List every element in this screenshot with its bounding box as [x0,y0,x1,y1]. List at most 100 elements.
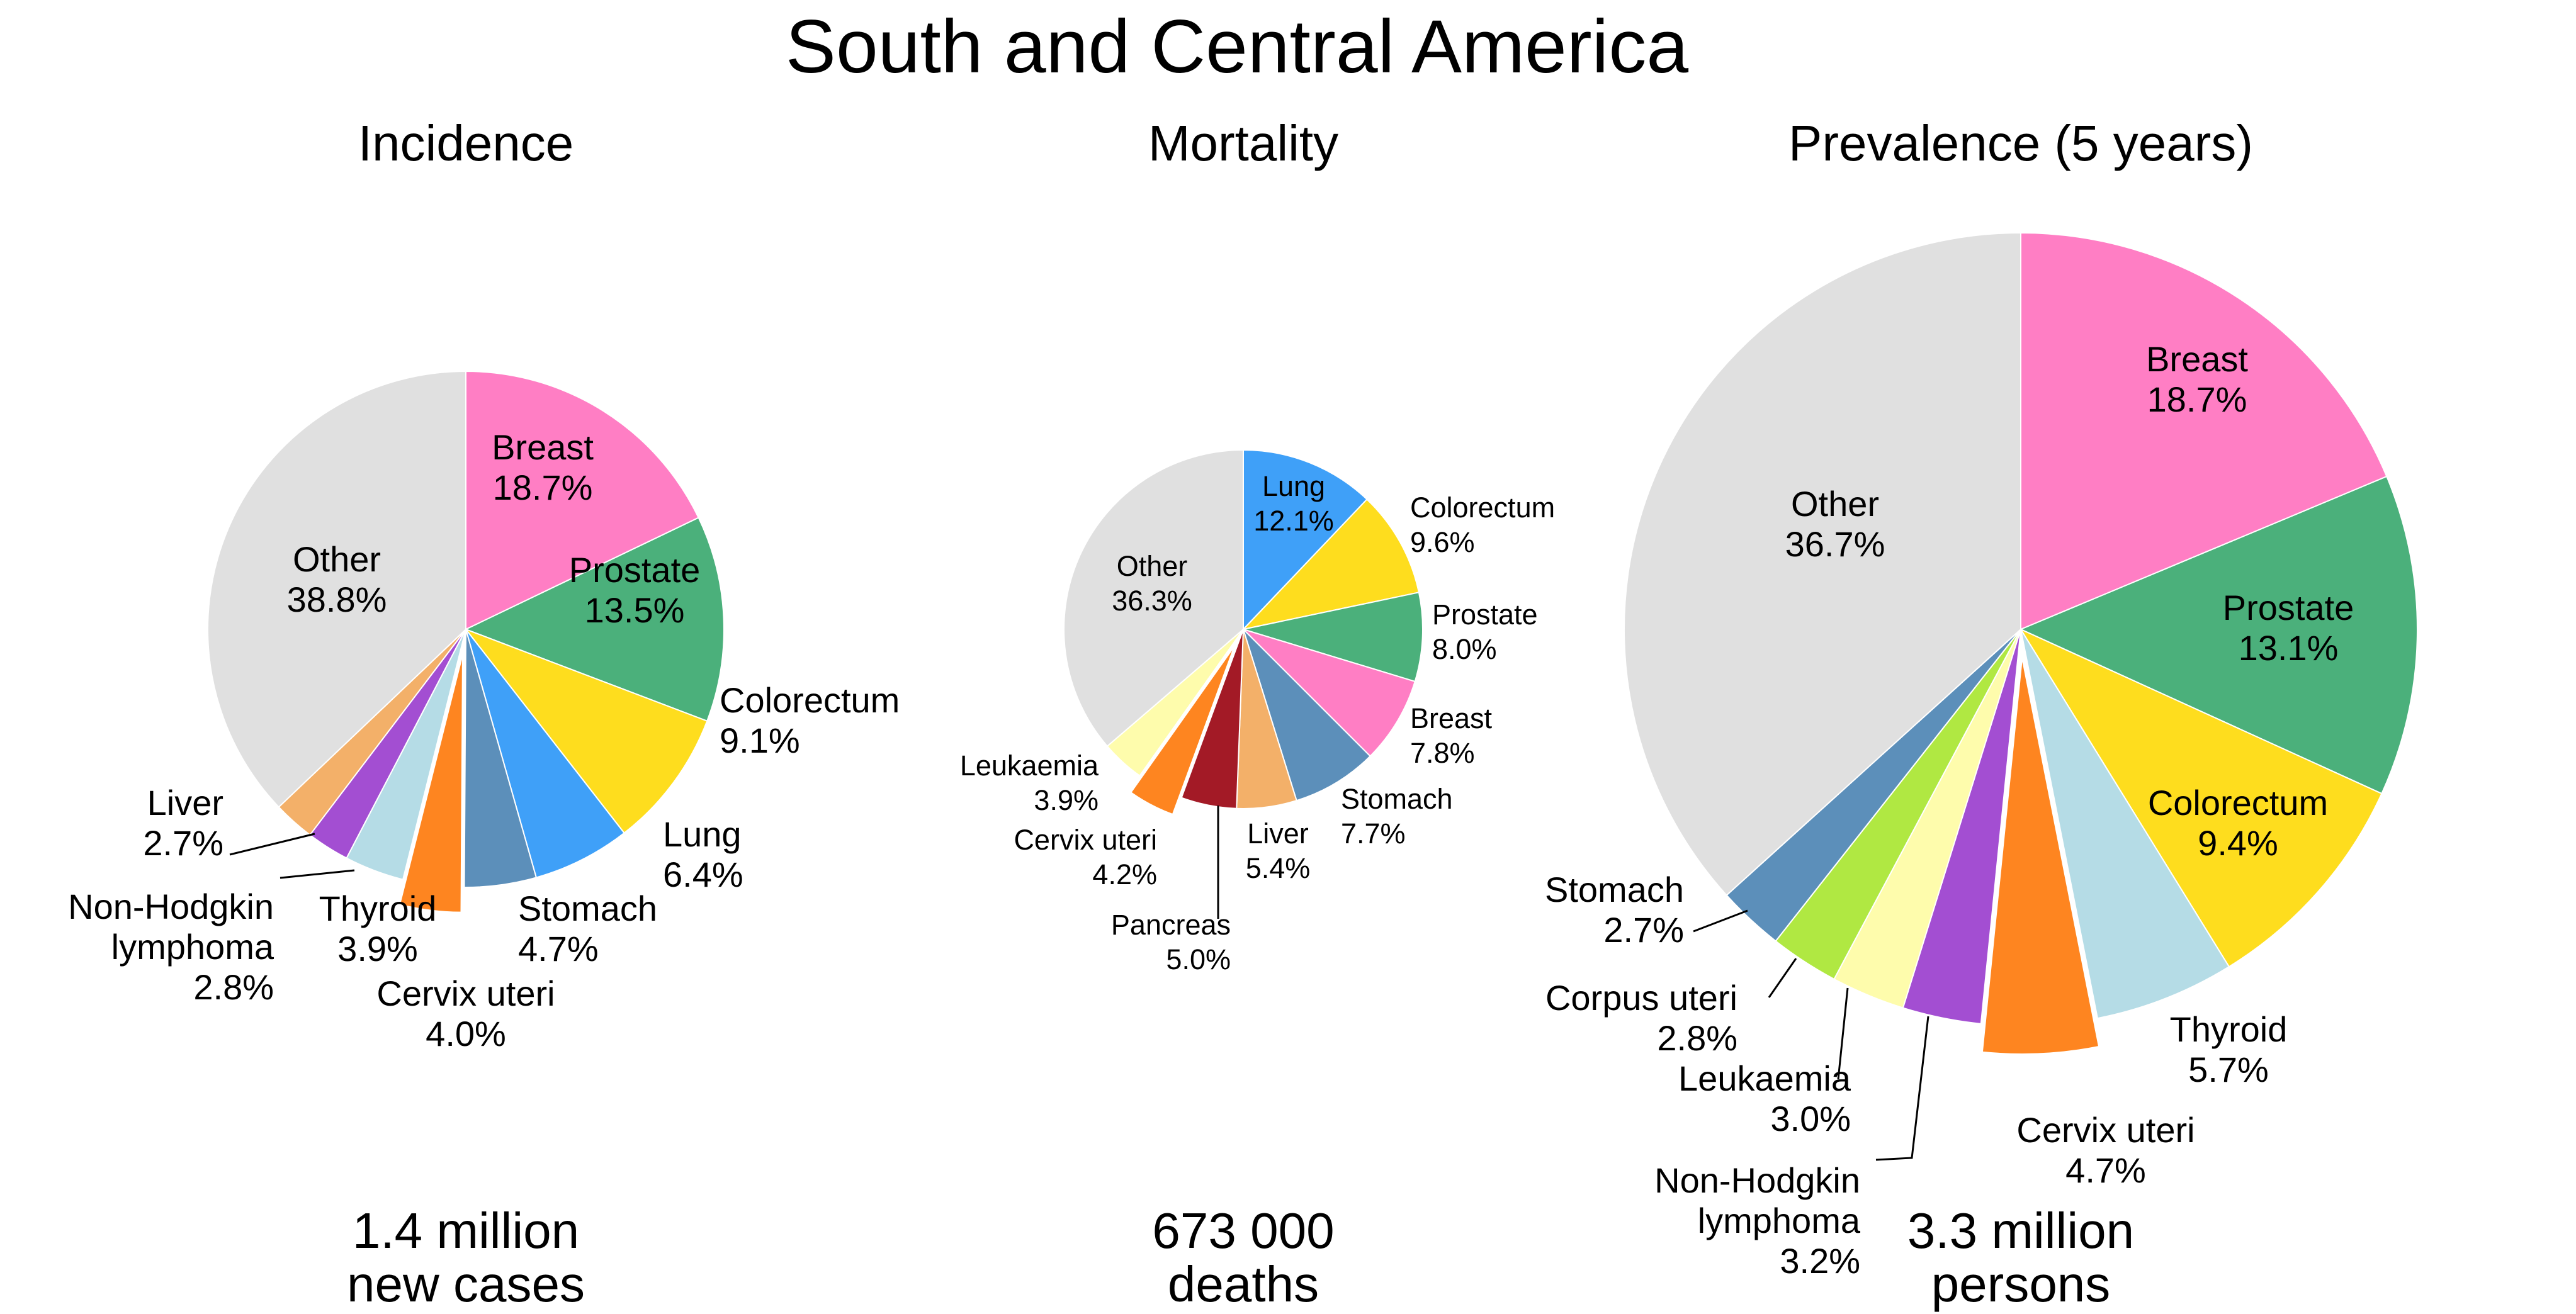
prevalence-title: Prevalence (5 years) [1788,115,2253,171]
prevalence-label-colorectum: Colorectum 9.4% [2148,783,2328,863]
prevalence-value-corpus-uteri: 2.8% [1657,1018,1737,1058]
prevalence-total-unit: persons [1931,1256,2111,1312]
mortality-value-liver: 5.4% [1246,852,1311,884]
incidence-label-colorectum: Colorectum 9.1% [720,680,900,760]
incidence-label-thyroid: Thyroid 3.9% [319,889,437,969]
mortality-value-pancreas: 5.0% [1166,943,1231,975]
incidence-slice-prostate [464,517,725,722]
incidence-label-prostate: Prostate 13.5% [569,550,701,630]
mortality-slice-lung [1243,449,1368,631]
mortality-label-prostate: Prostate 8.0% [1432,598,1538,665]
incidence-value-colorectum: 9.1% [720,721,800,760]
incidence-slice-breast [465,370,699,631]
prevalence-label-leukaemia: Leukaemia 3.0% [1678,1058,1851,1138]
mortality-value-leukaemia: 3.9% [1034,784,1099,816]
prevalence-value-breast: 18.7% [2147,379,2247,419]
incidence-value-lung: 6.4% [663,855,743,894]
incidence-label-non-hodgkin-lymphoma: Non-Hodgkin lymphoma 2.8% [68,887,274,1007]
prevalence-label-breast: Breast 18.7% [2146,339,2248,419]
mortality-title: Mortality [1148,115,1338,171]
mortality-slice-other [1063,449,1244,748]
prevalence-label-stomach: Stomach 2.7% [1545,870,1684,950]
mortality-value-breast: 7.8% [1410,737,1475,769]
prevalence-leader-stomach [1693,909,1748,933]
incidence-slice-colorectum [464,627,708,834]
incidence-value-non-hodgkin-lymphoma: 2.8% [193,967,274,1007]
mortality-pie: Lung 12.1% Colorectum 9.6% Prostate 8.0% Breas… [960,449,1555,975]
mortality-label-cervix-uteri: Cervix uteri 4.2% [1014,824,1157,890]
incidence-label-breast: Breast 18.7% [492,427,594,507]
prevalence-value-thyroid: 5.7% [2188,1050,2269,1089]
prevalence-label-other: Other 36.7% [1785,484,1885,564]
mortality-label-lung: Lung 12.1% [1253,470,1334,537]
prevalence-label-non-hodgkin-lymphoma: Non-Hodgkin lymphoma 3.2% [1654,1160,1861,1281]
prevalence-value-non-hodgkin-lymphoma: 3.2% [1780,1241,1860,1281]
prevalence-panel: Prevalence (5 years) Breast 18.7% Prostate… [1545,115,2419,1312]
prevalence-total-value: 3.3 million [1907,1203,2134,1259]
incidence-slice-cervix-uteri [398,654,463,913]
prevalence-value-leukaemia: 3.0% [1770,1099,1851,1138]
mortality-label-breast: Breast 7.8% [1410,702,1493,769]
mortality-slice-prostate [1243,592,1423,683]
prevalence-value-prostate: 13.1% [2239,628,2339,668]
incidence-slice-stomach [463,629,538,888]
mortality-value-cervix-uteri: 4.2% [1092,858,1157,890]
prevalence-label-thyroid: Thyroid 5.7% [2170,1009,2288,1089]
prevalence-slice-thyroid [2020,629,2230,1019]
incidence-label-cervix-uteri: Cervix uteri 4.0% [376,974,555,1053]
incidence-leader-non-hodgkin-lymphoma [280,869,355,879]
mortality-value-stomach: 7.7% [1341,817,1406,850]
incidence-label-liver: Liver 2.7% [143,783,223,863]
mortality-value-lung: 12.1% [1253,505,1334,537]
prevalence-leader-leukaemia [1837,987,1849,1080]
mortality-panel: Mortality Lung 12.1% Colorectum 9.6% Prostat… [960,115,1555,1312]
mortality-label-stomach: Stomach 7.7% [1341,783,1453,850]
prevalence-label-prostate: Prostate 13.1% [2223,588,2354,668]
main-title: South and Central America [786,4,1688,89]
incidence-panel: Incidence Breast 18.7% Prostate 13.5%Colore… [68,115,900,1312]
incidence-total-value: 1.4 million [353,1203,579,1259]
prevalence-value-colorectum: 9.4% [2198,823,2278,863]
mortality-slice-cervix-uteri [1130,645,1235,816]
mortality-total-unit: deaths [1168,1256,1319,1312]
prevalence-leader-non-hodgkin-lymphoma [1875,1016,1929,1161]
mortality-value-other: 36.3% [1112,585,1192,617]
incidence-slice-lung [465,629,626,879]
incidence-label-other: Other 38.8% [287,539,387,619]
mortality-slice-colorectum [1241,498,1420,631]
mortality-label-liver: Liver 5.4% [1246,817,1311,884]
incidence-value-cervix-uteri: 4.0% [426,1014,506,1053]
incidence-label-lung: Lung 6.4% [663,814,743,894]
mortality-slice-stomach [1243,629,1371,802]
prevalence-value-cervix-uteri: 4.7% [2065,1150,2146,1190]
incidence-slice-other [207,370,466,808]
prevalence-slice-breast [2020,232,2388,631]
incidence-value-thyroid: 3.9% [337,929,418,969]
mortality-label-colorectum: Colorectum 9.6% [1410,491,1555,558]
incidence-total-unit: new cases [347,1256,585,1312]
mortality-value-prostate: 8.0% [1432,633,1497,665]
prevalence-label-corpus-uteri: Corpus uteri 2.8% [1545,978,1737,1058]
mortality-value-colorectum: 9.6% [1410,526,1475,558]
incidence-value-stomach: 4.7% [518,929,599,969]
incidence-value-prostate: 13.5% [585,590,685,630]
mortality-slice-breast [1243,629,1416,757]
prevalence-slice-prostate [2019,475,2419,795]
incidence-leader-liver [229,833,315,856]
incidence-value-breast: 18.7% [493,468,593,507]
mortality-slice-pancreas [1180,629,1244,809]
mortality-total-value: 673 000 [1152,1203,1334,1259]
prevalence-leader-corpus-uteri [1768,958,1797,998]
mortality-label-leukaemia: Leukaemia 3.9% [960,750,1099,816]
prevalence-slice-colorectum [2019,627,2383,968]
prevalence-pie: Breast 18.7% Prostate 13.1% Colorectum 9.4% Th… [1545,232,2419,1281]
incidence-pie: Breast 18.7% Prostate 13.5%Colorectum 9.1% Lu… [68,370,900,1053]
prevalence-slice-cervix-uteri [1981,657,2100,1055]
prevalence-slice-other [1624,232,2021,896]
prevalence-value-other: 36.7% [1785,524,1885,564]
incidence-label-stomach: Stomach 4.7% [518,889,657,969]
mortality-label-other: Other 36.3% [1112,550,1192,617]
prevalence-value-stomach: 2.7% [1603,910,1684,950]
prevalence-label-cervix-uteri: Cervix uteri 4.7% [2016,1110,2195,1190]
